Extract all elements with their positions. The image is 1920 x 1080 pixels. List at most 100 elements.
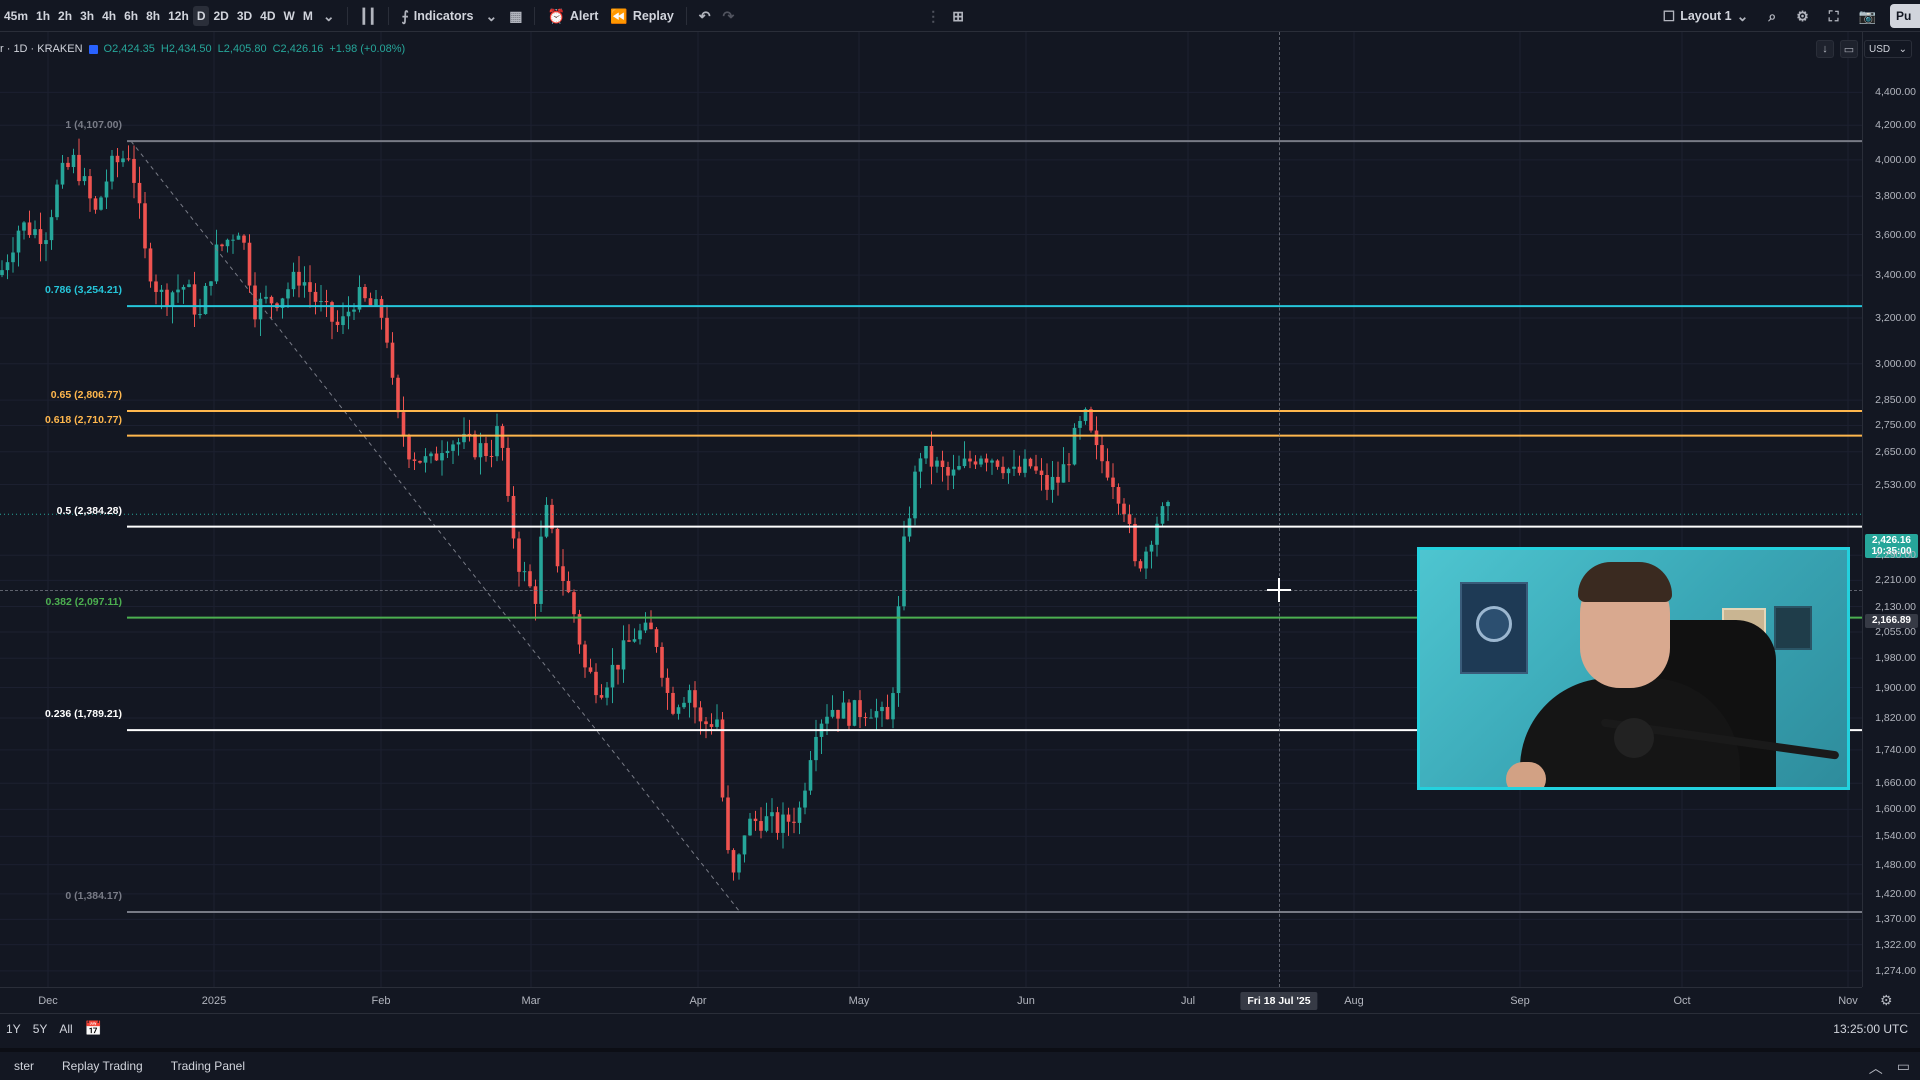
multi-chart-layout-button[interactable]: ⊞ (946, 6, 970, 26)
candle-body (44, 240, 48, 245)
templates-button[interactable]: ▦ (503, 6, 528, 26)
maximize-panel-icon[interactable]: ▭ (1896, 1058, 1910, 1074)
person-hand (1506, 762, 1546, 787)
candle-body (737, 854, 741, 873)
candle-body (830, 709, 835, 717)
undo-button[interactable]: ↶ (693, 6, 717, 26)
candle-body (132, 158, 136, 183)
current-price-tag: 2,426.16 10:35:00 (1865, 534, 1918, 558)
range-1y[interactable]: 1Y (6, 1021, 21, 1036)
bottom-tab-ster[interactable]: ster (14, 1059, 35, 1073)
snapshot-button[interactable]: 📷 (1853, 6, 1882, 26)
layout-button[interactable]: ☐ Layout 1 ⌄ (1657, 6, 1755, 26)
candle-body (951, 469, 956, 476)
flag-icon[interactable] (88, 44, 98, 54)
candle-body (874, 711, 879, 718)
price-chart[interactable] (0, 32, 1862, 987)
candle-body (665, 677, 670, 693)
bottom-tab-trading-panel[interactable]: Trading Panel (170, 1059, 246, 1073)
candle-body (308, 282, 312, 292)
alert-button[interactable]: ⏰ Alert (541, 6, 604, 26)
candle-body (49, 217, 54, 241)
timeframe-12h[interactable]: 12h (168, 8, 189, 23)
ohlc-high: H2,434.50 (160, 43, 212, 55)
fib-level-label[interactable]: 0.65 (2,806.77) (50, 388, 122, 401)
timeframe-dropdown[interactable]: ⌄ (317, 6, 341, 26)
fullscreen-button[interactable]: ⛶ (1823, 6, 1845, 26)
timeframe-45m[interactable]: 45m (4, 8, 29, 23)
candle-body (759, 821, 763, 831)
publish-button[interactable]: Pu (1890, 4, 1920, 28)
candle-body (154, 281, 158, 292)
candle-body (1028, 458, 1033, 467)
fib-level-label[interactable]: 0.5 (2,384.28) (56, 504, 122, 517)
candle-body (841, 702, 846, 719)
timeframe-4d[interactable]: 4D (260, 8, 276, 23)
candle-body (913, 471, 917, 519)
grid-icon: ▦ (509, 7, 523, 24)
fib-level-label[interactable]: 0.382 (2,097.11) (45, 595, 122, 608)
candle-body (709, 724, 714, 727)
candle-body (280, 298, 285, 308)
fib-level-label[interactable]: 0.618 (2,710.77) (44, 413, 122, 426)
symbol-label[interactable]: r · 1D · KRAKEN (0, 43, 83, 55)
candle-body (341, 316, 345, 326)
candle-body (88, 176, 92, 199)
price-tick-label: 2,650.00 (1875, 445, 1916, 458)
collapse-panel-icon[interactable]: ︿ (1868, 1060, 1883, 1076)
candle-body (511, 495, 516, 539)
timeframe-list: 45m 1h 2h 3h 4h 6h 8h 12h D 2D 3D 4D W M (0, 5, 317, 26)
range-5y[interactable]: 5Y (32, 1021, 48, 1036)
candle-body (258, 298, 263, 320)
quick-search-button[interactable]: ⌕ (1762, 6, 1782, 26)
timeframe-1h[interactable]: 1h (36, 8, 51, 23)
clock-utc[interactable]: 13:25:00 UTC (1833, 1021, 1908, 1036)
currency-select[interactable]: USD ⌄ (1864, 40, 1912, 58)
candle-body (742, 835, 747, 855)
candle-body (781, 814, 785, 833)
timeframe-4h[interactable]: 4h (102, 8, 117, 23)
date-range-button[interactable]: 📅 (79, 1019, 108, 1038)
chart-type-button[interactable]: ┃┃ (354, 6, 383, 26)
timeframe-3h[interactable]: 3h (80, 8, 95, 23)
time-axis[interactable]: Fri 18 Jul '25 Dec 2025 Feb Mar Apr May Jun Jul… (0, 987, 1862, 1013)
price-axis[interactable]: 2,426.16 10:35:00 2,166.89 4,400.00 4,200… (1862, 32, 1920, 987)
timeframe-d[interactable]: D (192, 5, 210, 26)
timeframe-w[interactable]: W (283, 8, 295, 23)
timeframe-8h[interactable]: 8h (146, 8, 161, 23)
arrow-down-icon[interactable]: ↓ (1816, 40, 1834, 58)
fib-level-label[interactable]: 1 (4,107.00) (65, 119, 122, 132)
candle-body (924, 446, 928, 459)
price-tick-label: 1,660.00 (1875, 777, 1916, 790)
price-tick-label: 2,130.00 (1875, 600, 1916, 613)
candle-body (946, 467, 950, 476)
candle-body (693, 690, 697, 708)
replay-button[interactable]: ⏪ Replay (604, 6, 679, 26)
bottom-panel: ster Replay Trading Trading Panel ︿ ▭ (0, 1048, 1920, 1080)
redo-button[interactable]: ↷ (717, 6, 741, 26)
candle-body (803, 790, 807, 808)
candle-body (374, 299, 378, 306)
candle-body (770, 812, 774, 817)
fib-level-label[interactable]: 0 (1,384.17) (65, 890, 122, 903)
range-all[interactable]: All (59, 1021, 73, 1036)
candle-body (1166, 502, 1170, 507)
indicator-templates-button[interactable]: ⌄ (479, 6, 503, 26)
timeframe-3d[interactable]: 3D (236, 8, 253, 23)
bottom-tab-replay-trading[interactable]: Replay Trading (62, 1059, 143, 1073)
indicators-button[interactable]: ⨍ Indicators (395, 6, 479, 26)
timeframe-m[interactable]: M (302, 8, 313, 23)
timeframe-6h[interactable]: 6h (124, 8, 139, 23)
timeframe-2h[interactable]: 2h (58, 8, 73, 23)
time-tick-label: Jul (1180, 995, 1196, 1007)
lock-scale-icon[interactable]: ▭ (1840, 40, 1858, 58)
timeframe-2d[interactable]: 2D (213, 8, 229, 23)
axis-settings-icon[interactable]: ⚙ (1880, 992, 1893, 1008)
drag-handle[interactable]: ⋮ (920, 6, 946, 26)
crosshair-horizontal (0, 590, 1862, 591)
candle-body (82, 176, 87, 182)
fib-level-label[interactable]: 0.786 (3,254.21) (44, 284, 122, 297)
settings-button[interactable]: ⚙ (1790, 6, 1815, 26)
fib-level-label[interactable]: 0.236 (1,789.21) (44, 708, 122, 721)
candle-body (1100, 445, 1104, 462)
